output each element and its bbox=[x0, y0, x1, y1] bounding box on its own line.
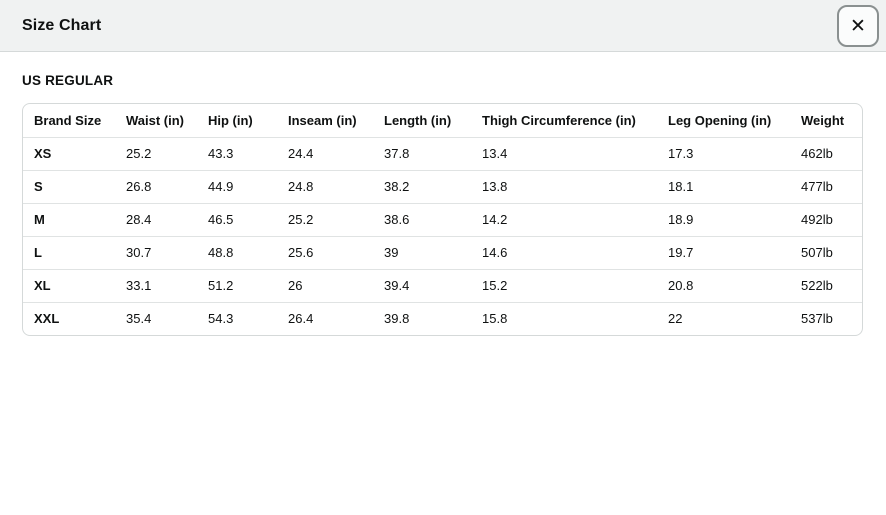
value-cell: 24.4 bbox=[277, 137, 373, 171]
value-cell: 492lb bbox=[790, 203, 862, 237]
value-cell: 39.4 bbox=[373, 269, 471, 303]
value-cell: 38.2 bbox=[373, 170, 471, 204]
header-row: Brand Size Waist (in) Hip (in) Inseam (in) L… bbox=[23, 104, 862, 138]
value-cell: 44.9 bbox=[197, 170, 277, 204]
table-row: M 28.4 46.5 25.2 38.6 14.2 18.9 492lb bbox=[23, 203, 862, 237]
value-cell: 43.3 bbox=[197, 137, 277, 171]
column-header: Weight bbox=[790, 104, 862, 138]
column-header: Leg Opening (in) bbox=[657, 104, 790, 138]
table-row: XL 33.1 51.2 26 39.4 15.2 20.8 522lb bbox=[23, 269, 862, 303]
value-cell: 39.8 bbox=[384, 311, 410, 327]
table-row: L 30.7 48.8 25.6 39 14.6 19.7 507lb bbox=[23, 236, 862, 270]
value-cell: 462lb bbox=[790, 137, 862, 171]
table-row: XXL 35.4 54.3 26.4 39.8 15.8 22 537lb bbox=[23, 302, 862, 335]
brand-size-cell: XXL bbox=[34, 311, 60, 327]
brand-size-cell: M bbox=[23, 203, 115, 237]
column-header: Length (in) bbox=[373, 104, 471, 138]
value-cell: 477lb bbox=[790, 170, 862, 204]
value-cell: 25.2 bbox=[277, 203, 373, 237]
value-cell: 15.2 bbox=[471, 269, 657, 303]
value-cell: 14.2 bbox=[471, 203, 657, 237]
value-cell: 26.4 bbox=[288, 311, 314, 327]
value-cell: 17.3 bbox=[657, 137, 790, 171]
value-cell: 26.8 bbox=[115, 170, 197, 204]
value-cell: 46.5 bbox=[197, 203, 277, 237]
table-header: Brand Size Waist (in) Hip (in) Inseam (in) L… bbox=[23, 104, 862, 138]
value-cell: 522lb bbox=[790, 269, 862, 303]
table-body: XS 25.2 43.3 24.4 37.8 13.4 17.3 462lb S 26.8 44.9… bbox=[23, 137, 862, 335]
size-system-label: US REGULAR bbox=[22, 73, 114, 88]
value-cell: 19.7 bbox=[657, 236, 790, 270]
brand-size-cell: S bbox=[23, 170, 115, 204]
value-cell: 39 bbox=[373, 236, 471, 270]
value-cell: 35.4 bbox=[126, 311, 152, 327]
value-cell: 30.7 bbox=[115, 236, 197, 270]
value-cell: 18.1 bbox=[657, 170, 790, 204]
column-header: Inseam (in) bbox=[277, 104, 373, 138]
modal-header: Size Chart ✕ bbox=[0, 0, 886, 52]
value-cell: 37.8 bbox=[373, 137, 471, 171]
value-cell: 26 bbox=[277, 269, 373, 303]
value-cell: 51.2 bbox=[197, 269, 277, 303]
value-cell: 38.6 bbox=[373, 203, 471, 237]
value-cell: 18.9 bbox=[657, 203, 790, 237]
value-cell: 25.2 bbox=[115, 137, 197, 171]
value-cell: 14.6 bbox=[471, 236, 657, 270]
value-cell: 22 bbox=[668, 311, 683, 327]
close-icon: ✕ bbox=[850, 15, 866, 37]
brand-size-cell: XL bbox=[23, 269, 115, 303]
table-row: S 26.8 44.9 24.8 38.2 13.8 18.1 477lb bbox=[23, 170, 862, 204]
brand-size-cell: L bbox=[23, 236, 115, 270]
value-cell: 25.6 bbox=[277, 236, 373, 270]
column-header: Waist (in) bbox=[115, 104, 197, 138]
value-cell: 15.8 bbox=[482, 311, 508, 327]
column-header: Brand Size bbox=[23, 104, 115, 138]
value-cell: 13.4 bbox=[471, 137, 657, 171]
value-cell: 33.1 bbox=[115, 269, 197, 303]
size-chart-table: Brand Size Waist (in) Hip (in) Inseam (in) L… bbox=[23, 104, 862, 335]
table-row: XS 25.2 43.3 24.4 37.8 13.4 17.3 462lb bbox=[23, 137, 862, 171]
page-title: Size Chart bbox=[22, 16, 102, 34]
value-cell: 28.4 bbox=[115, 203, 197, 237]
close-button[interactable]: ✕ bbox=[837, 5, 879, 47]
value-cell: 13.8 bbox=[471, 170, 657, 204]
value-cell: 537lb bbox=[801, 311, 833, 327]
value-cell: 54.3 bbox=[208, 311, 234, 327]
column-header: Thigh Circumference (in) bbox=[471, 104, 657, 138]
value-cell: 20.8 bbox=[657, 269, 790, 303]
brand-size-cell: XS bbox=[23, 137, 115, 171]
size-chart-table-container: Brand Size Waist (in) Hip (in) Inseam (in) L… bbox=[22, 103, 863, 336]
column-header: Hip (in) bbox=[197, 104, 277, 138]
value-cell: 24.8 bbox=[277, 170, 373, 204]
value-cell: 48.8 bbox=[197, 236, 277, 270]
modal-body: US REGULAR Brand Size Waist (in) Hip (in) I… bbox=[0, 52, 886, 336]
value-cell: 507lb bbox=[790, 236, 862, 270]
